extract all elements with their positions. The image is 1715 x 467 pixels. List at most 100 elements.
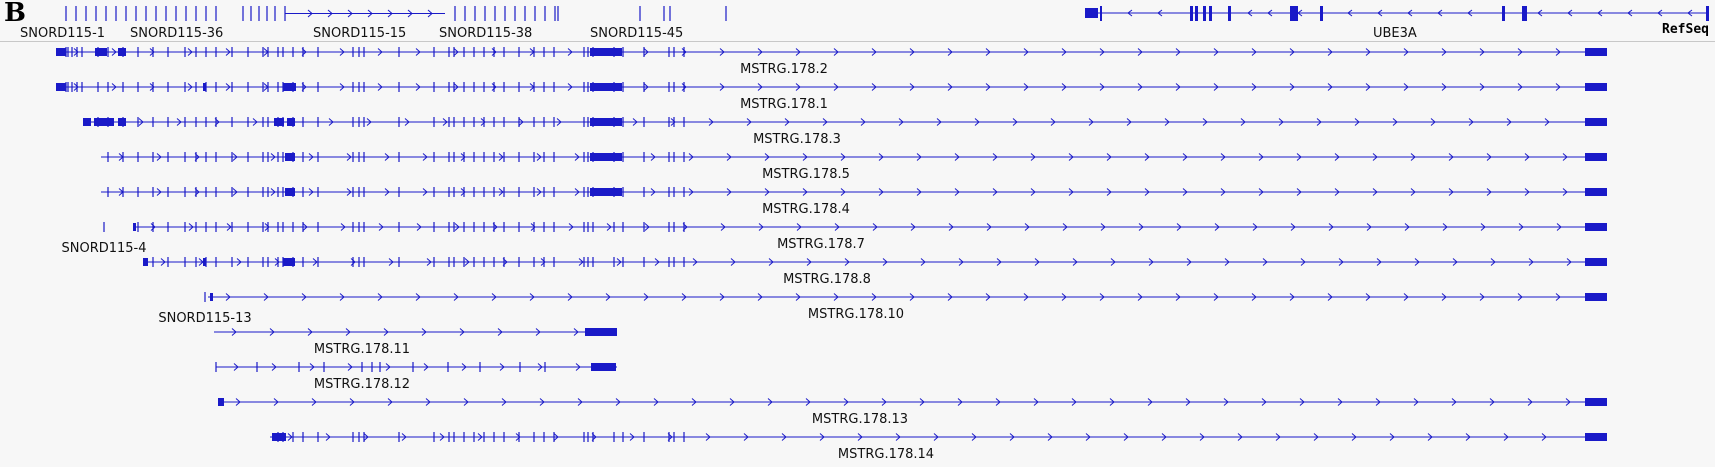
strand-arrow xyxy=(176,118,182,126)
strand-arrow xyxy=(996,258,1002,266)
strand-arrow xyxy=(757,293,763,301)
strand-arrow xyxy=(1296,188,1302,196)
strand-arrow xyxy=(1061,293,1067,301)
strand-arrow xyxy=(1479,83,1485,91)
transcript-row: MSTRG.178.1 xyxy=(56,82,1607,112)
strand-arrow xyxy=(460,188,466,196)
strand-arrow xyxy=(654,258,660,266)
strand-arrow xyxy=(986,223,992,231)
strand-arrow xyxy=(1327,48,1333,56)
strand-arrow xyxy=(235,398,241,406)
transcript-label: MSTRG.178.13 xyxy=(812,412,908,427)
strand-arrow xyxy=(1289,83,1295,91)
strand-arrow xyxy=(536,188,542,196)
strand-arrow xyxy=(1524,188,1530,196)
strand-arrow xyxy=(1565,398,1571,406)
strand-arrow xyxy=(1503,433,1509,441)
exon-block xyxy=(95,48,107,56)
transcript-row: MSTRG.178.11 xyxy=(214,328,617,357)
transcript-row: MSTRG.178.5 xyxy=(101,152,1607,182)
exon-block xyxy=(133,223,136,231)
strand-arrow xyxy=(425,398,431,406)
strand-arrow xyxy=(225,293,231,301)
strand-arrow xyxy=(650,188,656,196)
refseq-gene-label: UBE3A xyxy=(1373,26,1417,41)
strand-arrow xyxy=(1068,153,1074,161)
strand-arrow xyxy=(1517,293,1523,301)
strand-arrow xyxy=(567,48,573,56)
strand-arrow xyxy=(350,258,356,266)
strand-arrow xyxy=(1544,118,1550,126)
strand-arrow xyxy=(691,398,697,406)
strand-arrow xyxy=(156,153,162,161)
strand-arrow xyxy=(1555,48,1561,56)
strand-arrow xyxy=(719,83,725,91)
strand-arrow xyxy=(1410,153,1416,161)
strand-arrow xyxy=(1296,153,1302,161)
strand-arrow xyxy=(1524,153,1530,161)
strand-arrow xyxy=(232,188,238,196)
exon-block xyxy=(218,398,224,406)
strand-arrow xyxy=(898,118,904,126)
strand-arrow xyxy=(708,118,714,126)
strand-arrow xyxy=(1182,153,1188,161)
exon-block xyxy=(590,153,622,161)
strand-arrow xyxy=(1404,223,1410,231)
strand-arrow xyxy=(415,83,421,91)
refseq-gene-label: SNORD115-45 xyxy=(590,26,683,41)
strand-arrow xyxy=(1175,293,1181,301)
strand-arrow xyxy=(1267,9,1273,17)
strand-arrow xyxy=(1562,188,1568,196)
strand-arrow xyxy=(422,153,428,161)
strand-arrow xyxy=(1506,118,1512,126)
strand-arrow xyxy=(805,398,811,406)
strand-arrow xyxy=(1338,258,1344,266)
strand-arrow xyxy=(1441,83,1447,91)
strand-arrow xyxy=(1186,258,1192,266)
strand-arrow xyxy=(460,153,466,161)
strand-arrow xyxy=(833,83,839,91)
strand-arrow xyxy=(974,118,980,126)
strand-arrow xyxy=(882,258,888,266)
strand-arrow xyxy=(346,188,352,196)
strand-arrow xyxy=(367,9,373,18)
strand-arrow xyxy=(1175,48,1181,56)
strand-arrow xyxy=(1365,293,1371,301)
strand-arrow xyxy=(843,398,849,406)
strand-arrow xyxy=(477,433,483,441)
strand-arrow xyxy=(339,83,345,91)
strand-arrow xyxy=(833,48,839,56)
snord-gene-label: SNORD115-13 xyxy=(158,311,251,326)
strand-arrow xyxy=(577,398,583,406)
strand-arrow xyxy=(1518,223,1524,231)
transcript-row: MSTRG.178.12 xyxy=(215,362,617,392)
strand-arrow xyxy=(1452,258,1458,266)
strand-arrow xyxy=(422,188,428,196)
exon-block xyxy=(1585,118,1607,126)
strand-arrow xyxy=(1517,48,1523,56)
strand-arrow xyxy=(1262,258,1268,266)
strand-arrow xyxy=(1430,118,1436,126)
strand-arrow xyxy=(844,258,850,266)
strand-arrow xyxy=(252,118,258,126)
strand-arrow xyxy=(971,433,977,441)
strand-arrow xyxy=(264,223,270,231)
strand-arrow xyxy=(1527,398,1533,406)
strand-arrow xyxy=(377,293,383,301)
strand-arrow xyxy=(439,433,445,441)
strand-arrow xyxy=(726,153,732,161)
strand-arrow xyxy=(231,328,237,336)
transcript-label: MSTRG.178.14 xyxy=(838,447,934,462)
strand-arrow xyxy=(1413,398,1419,406)
strand-arrow xyxy=(1185,398,1191,406)
panel-letter: B xyxy=(4,0,26,28)
strand-arrow xyxy=(746,118,752,126)
strand-arrow xyxy=(947,83,953,91)
transcript-row: MSTRG.178.14 xyxy=(270,432,1607,462)
strand-arrow xyxy=(1389,433,1395,441)
exon-block xyxy=(285,188,295,196)
strand-arrow xyxy=(345,328,351,336)
strand-arrow xyxy=(1061,83,1067,91)
strand-arrow xyxy=(149,48,155,56)
